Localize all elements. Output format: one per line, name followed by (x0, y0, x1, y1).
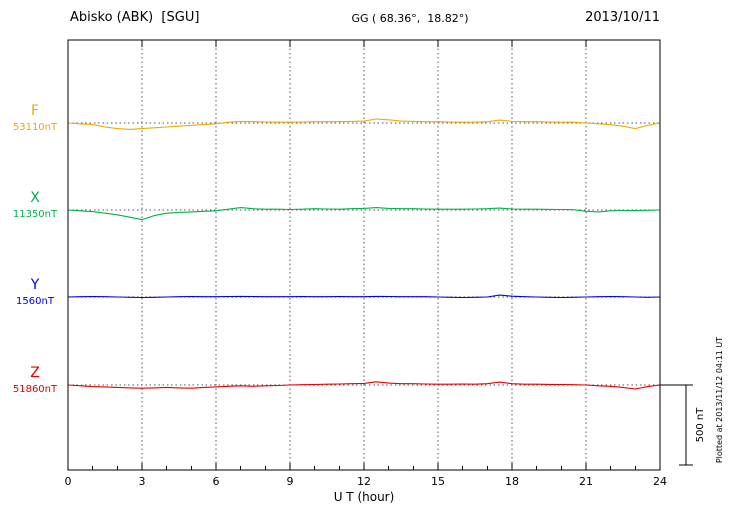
trace-letter-z: Z (30, 365, 40, 381)
x-tick-label: 0 (65, 475, 72, 488)
plot-frame (67, 39, 661, 471)
station-title: Abisko (ABK) [SGU] (70, 10, 200, 25)
x-tick-label: 12 (357, 475, 371, 488)
x-tick-label: 15 (431, 475, 445, 488)
scale-bar (660, 384, 693, 466)
trace-label-f: F 53110nT (6, 104, 64, 133)
trace-label-x: X 11350nT (6, 191, 64, 220)
trace-baseline-f: 53110nT (12, 122, 58, 133)
plot-dynamic-layer: 0 3 6 9 12 15 18 21 24 (65, 40, 667, 488)
x-tick-label: 9 (287, 475, 294, 488)
x-tick-label: 18 (505, 475, 519, 488)
trace-F (67, 118, 661, 130)
plotted-at-label: Plotted at 2013/11/12 04:11 UT (715, 337, 724, 463)
trace-baseline-y: 1560nT (16, 296, 54, 307)
trace-label-z: Z 51860nT (6, 366, 64, 395)
trace-letter-y: Y (30, 277, 40, 293)
trace-Y (67, 294, 661, 299)
station-coordinates: GG ( 68.36°, 18.82°) (351, 12, 469, 25)
scale-bar-label: 500 nT (695, 407, 706, 443)
trace-letter-f: F (30, 103, 40, 119)
trace-Z (67, 381, 661, 390)
x-tick-label: 3 (139, 475, 146, 488)
trace-letter-x: X (30, 190, 40, 206)
trace-X (67, 207, 661, 221)
x-tick-label: 6 (213, 475, 220, 488)
x-tick-label: 21 (579, 475, 593, 488)
x-tick-label: 24 (653, 475, 667, 488)
trace-baseline-z: 51860nT (12, 384, 58, 395)
trace-label-y: Y 1560nT (6, 278, 64, 307)
trace-baseline-x: 11350nT (12, 209, 58, 220)
plot-date: 2013/10/11 (585, 10, 660, 25)
x-axis-title: U T (hour) (333, 490, 395, 504)
